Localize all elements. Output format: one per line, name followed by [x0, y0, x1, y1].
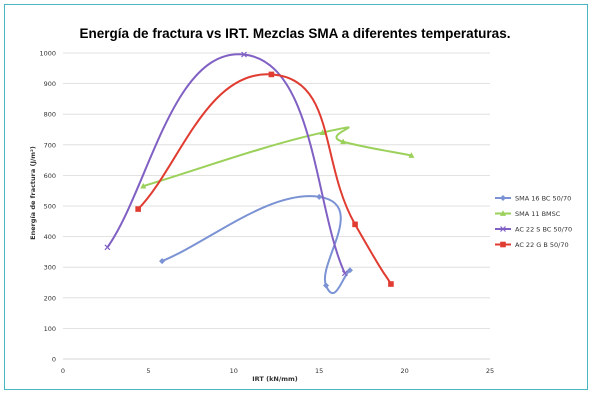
y-tick-label-300: 300: [44, 264, 56, 272]
data-point-4-2: [268, 71, 275, 78]
series-1: [159, 193, 353, 295]
x-tick-label-15: 15: [315, 367, 323, 375]
gridlines: [63, 52, 490, 329]
series-line-2: [142, 126, 412, 188]
data-point-4-4: [388, 281, 394, 287]
data-point-2-1: [140, 182, 147, 189]
legend: SMA 16 BC 50/70 SMA 11 BMSC AC 22 S BC 50/…: [495, 194, 572, 249]
series-line-3: [106, 53, 346, 274]
data-point-4-1: [135, 206, 141, 212]
chart-frame: Energía de fractura vs IRT. Mezclas SMA …: [4, 4, 588, 390]
series-layer: [104, 51, 415, 295]
data-point-1-2: [316, 193, 323, 200]
data-point-2-4: [408, 152, 415, 158]
x-axis-label: IRT (kN/mm): [252, 375, 297, 383]
data-point-2-3: [340, 138, 347, 145]
x-axis-ticks: 0 5 10 15 20 25: [61, 367, 494, 375]
y-tick-label-800: 800: [44, 111, 56, 119]
y-tick-label-900: 900: [44, 80, 56, 88]
data-point-3-1: [104, 244, 111, 251]
data-point-3-2: [241, 51, 247, 58]
data-point-4-3: [352, 221, 358, 228]
series-4: [135, 71, 394, 287]
y-tick-label-400: 400: [44, 233, 56, 241]
y-axis-label: Energía de fractura (J/m²): [29, 146, 37, 240]
x-tick-label-10: 10: [230, 367, 238, 375]
y-axis-ticks: 0 100 200 300 400 500 600 700 800 900 1000: [39, 50, 56, 364]
chart: Energía de fractura vs IRT. Mezclas SMA …: [29, 26, 572, 383]
y-tick-label-100: 100: [44, 325, 56, 333]
legend-marker-4: [500, 241, 506, 248]
y-tick-label-1000: 1000: [39, 50, 56, 58]
x-tick-label-0: 0: [61, 367, 65, 375]
legend-label-4: AC 22 G B 50/70: [515, 241, 569, 249]
data-point-1-1: [159, 258, 166, 265]
data-point-2-2: [319, 129, 326, 135]
data-point-1-4: [346, 267, 353, 274]
legend-marker-3: [500, 226, 506, 232]
series-line-4: [137, 73, 392, 285]
series-2: [140, 126, 415, 189]
series-3: [104, 51, 348, 277]
chart-title: Energía de fractura vs IRT. Mezclas SMA …: [80, 26, 511, 41]
data-point-3-3: [341, 270, 348, 277]
legend-marker-2: [500, 210, 506, 216]
y-tick-label-700: 700: [44, 141, 56, 149]
data-point-1-3: [323, 282, 330, 289]
x-tick-label-20: 20: [400, 367, 408, 375]
series-line-1: [161, 195, 351, 295]
y-tick-label-200: 200: [44, 294, 56, 302]
y-tick-label-500: 500: [44, 203, 56, 211]
legend-label-1: SMA 16 BC 50/70: [515, 194, 571, 202]
y-tick-label-0: 0: [52, 356, 56, 364]
legend-label-3: AC 22 S BC 50/70: [515, 225, 572, 233]
x-tick-label-25: 25: [486, 367, 494, 375]
legend-marker-1: [500, 195, 506, 201]
x-tick-label-5: 5: [146, 367, 150, 375]
y-tick-label-600: 600: [44, 172, 56, 180]
legend-label-2: SMA 11 BMSC: [515, 210, 561, 218]
